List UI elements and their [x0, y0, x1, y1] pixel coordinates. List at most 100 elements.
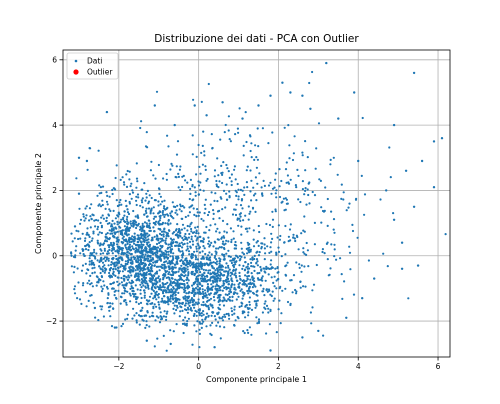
data-point [234, 213, 238, 217]
data-point [108, 229, 111, 232]
data-point [113, 265, 116, 268]
plot-frame [62, 49, 451, 358]
data-point [201, 262, 204, 265]
data-point [188, 286, 191, 289]
data-point [151, 238, 154, 242]
data-point [163, 295, 166, 298]
data-point [275, 189, 278, 192]
data-point [245, 140, 248, 144]
data-point [392, 212, 395, 215]
data-point [230, 307, 233, 310]
x-tick-label: 4 [356, 362, 361, 371]
data-point [120, 256, 123, 259]
data-point [184, 179, 187, 182]
data-point [202, 301, 205, 304]
data-point [209, 324, 212, 327]
data-point [121, 284, 124, 287]
data-point [254, 192, 257, 195]
data-point [213, 199, 216, 202]
data-point [195, 314, 198, 317]
data-point [119, 178, 122, 181]
data-point [122, 265, 126, 268]
data-point [150, 160, 153, 163]
data-point [166, 206, 169, 209]
data-point [278, 238, 281, 241]
data-point [231, 264, 235, 267]
data-point [80, 269, 84, 272]
data-point [162, 278, 165, 281]
data-point [219, 289, 222, 292]
data-point [182, 260, 185, 263]
data-point [95, 218, 98, 222]
data-point [82, 213, 85, 216]
data-point [142, 240, 145, 243]
data-point [200, 151, 203, 154]
data-point [176, 281, 179, 285]
data-point [223, 313, 226, 316]
data-point [145, 222, 148, 225]
data-point [420, 159, 424, 163]
data-point [144, 282, 147, 285]
data-point [150, 266, 153, 269]
data-point [299, 286, 302, 289]
data-point [162, 283, 165, 286]
data-point [193, 186, 196, 189]
data-point [188, 211, 191, 214]
data-point [78, 298, 82, 301]
data-point [207, 242, 210, 245]
data-point [135, 199, 138, 202]
data-point [230, 279, 233, 282]
data-point [109, 282, 112, 286]
data-point [155, 242, 159, 246]
data-point [171, 277, 174, 280]
data-point [120, 218, 123, 221]
legend-label-dati: Dati [87, 57, 102, 66]
data-point [220, 272, 223, 275]
data-point [209, 292, 212, 295]
data-point [277, 308, 280, 311]
data-point [113, 294, 116, 297]
data-point [224, 266, 227, 269]
data-point [246, 165, 249, 168]
data-point [298, 266, 301, 269]
data-point [131, 270, 134, 273]
data-point [179, 259, 182, 263]
data-point [289, 178, 292, 181]
data-point [122, 275, 125, 278]
data-point [71, 240, 74, 243]
data-point [119, 248, 122, 251]
data-point [125, 204, 128, 207]
data-point [198, 291, 202, 294]
data-point [88, 279, 91, 282]
data-point [140, 120, 143, 123]
data-point [85, 305, 88, 308]
data-point [174, 297, 178, 300]
data-point [305, 203, 308, 206]
data-point [191, 262, 194, 265]
data-point [139, 240, 142, 243]
data-point [103, 247, 106, 250]
data-point [219, 308, 222, 311]
data-point [323, 252, 326, 255]
data-point [177, 172, 180, 175]
data-point [123, 210, 126, 213]
data-point [141, 262, 145, 265]
data-point [275, 331, 278, 334]
data-point [190, 227, 193, 231]
data-point [148, 260, 151, 263]
data-point [106, 297, 109, 300]
data-point [157, 303, 161, 306]
data-point [227, 240, 230, 243]
data-point [192, 98, 195, 101]
data-point [141, 252, 144, 255]
data-point [88, 257, 91, 260]
data-point [70, 265, 73, 268]
data-point [250, 261, 253, 264]
data-point [357, 159, 360, 163]
data-point [260, 269, 263, 272]
data-point [125, 276, 128, 279]
data-point [238, 286, 241, 289]
data-point [284, 197, 287, 200]
data-point [110, 229, 113, 232]
data-point [140, 249, 143, 252]
